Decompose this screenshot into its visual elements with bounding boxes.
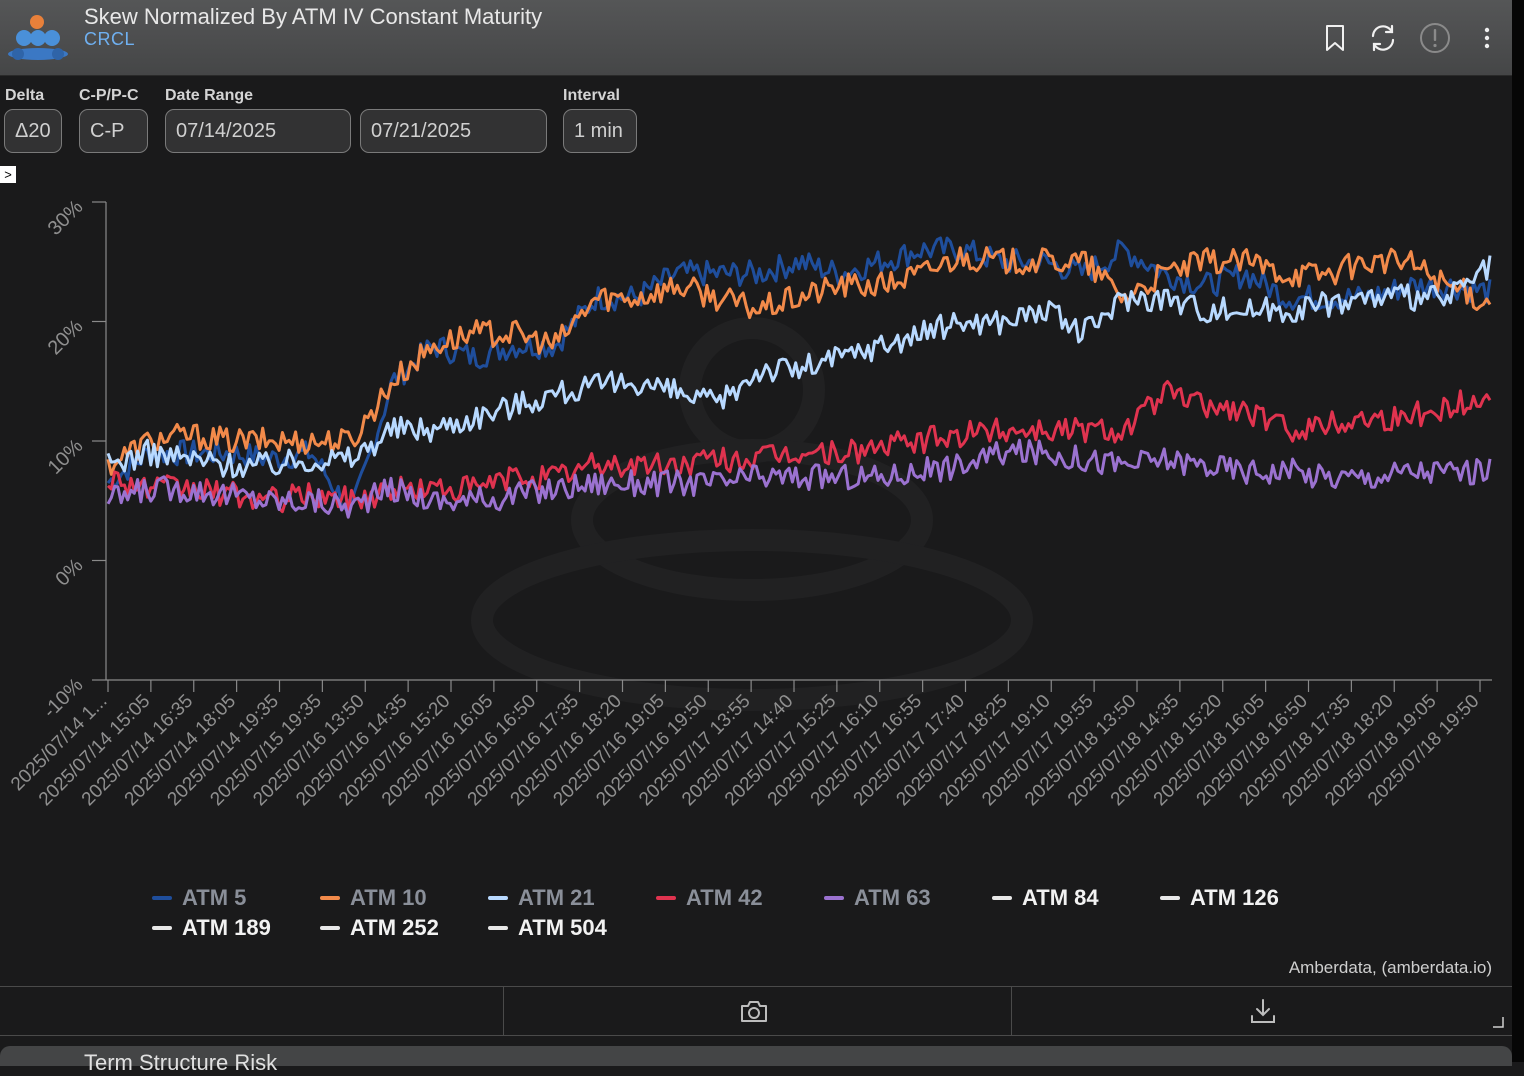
legend-label: ATM 252 — [350, 915, 439, 940]
cp-label: C-P/P-C — [79, 87, 139, 104]
legend-swatch — [824, 896, 844, 900]
refresh-icon[interactable] — [1366, 20, 1400, 56]
cp-select[interactable]: C-P — [79, 109, 148, 153]
legend-label: ATM 42 — [686, 885, 763, 910]
legend-item-atm-126[interactable]: ATM 126 — [1160, 885, 1279, 911]
bookmark-icon[interactable] — [1318, 20, 1352, 56]
series-line-atm-42 — [106, 380, 1492, 515]
legend-swatch — [320, 896, 340, 900]
delta-label: Delta — [5, 87, 45, 104]
delta-select[interactable]: Δ20 — [4, 109, 62, 153]
asset-subtitle: CRCL — [84, 29, 136, 49]
panel-footer — [0, 986, 1512, 1036]
y-tick-label: 30% — [44, 196, 88, 240]
legend-label: ATM 5 — [182, 885, 247, 910]
legend-label: ATM 63 — [854, 885, 931, 910]
download-icon[interactable] — [1245, 995, 1281, 1027]
data-credit: Amberdata, (amberdata.io) — [1288, 958, 1492, 977]
series-line-atm-63 — [106, 438, 1492, 519]
legend-item-atm-21[interactable]: ATM 21 — [488, 885, 595, 911]
camera-icon[interactable] — [736, 995, 772, 1027]
legend-item-atm-63[interactable]: ATM 63 — [824, 885, 931, 911]
legend-swatch — [320, 926, 340, 930]
window-edge — [1512, 0, 1524, 1062]
legend-label: ATM 84 — [1022, 885, 1099, 910]
interval-select[interactable]: 1 min — [563, 109, 637, 153]
next-panel-title: Term Structure Risk — [84, 1050, 278, 1075]
expand-panel-toggle[interactable]: > — [0, 166, 16, 183]
legend-item-atm-189[interactable]: ATM 189 — [152, 915, 271, 941]
legend-label: ATM 126 — [1190, 885, 1279, 910]
series-line-atm-21 — [106, 255, 1492, 479]
y-tick-label: 20% — [44, 315, 88, 359]
series-line-atm-5 — [106, 236, 1492, 510]
y-tick-label: 0% — [52, 554, 88, 590]
amberdata-logo-icon — [8, 15, 68, 60]
legend-label: ATM 21 — [518, 885, 595, 910]
legend-swatch — [152, 926, 172, 930]
legend-item-atm-84[interactable]: ATM 84 — [992, 885, 1099, 911]
legend-label: ATM 189 — [182, 915, 271, 940]
legend-swatch — [488, 896, 508, 900]
chart-axes: 30%20%10%0%-10%2025/07/14 1...2025/07/14… — [7, 196, 1492, 810]
legend-swatch — [1160, 896, 1180, 900]
skew-line-chart: 30%20%10%0%-10%2025/07/14 1...2025/07/14… — [7, 196, 1492, 810]
start-date-input[interactable]: 07/14/2025 — [165, 109, 351, 153]
legend-item-atm-504[interactable]: ATM 504 — [488, 915, 607, 941]
legend-item-atm-42[interactable]: ATM 42 — [656, 885, 763, 911]
footer-divider — [1011, 987, 1012, 1035]
legend-swatch — [488, 926, 508, 930]
alert-icon[interactable] — [1418, 20, 1452, 56]
interval-label: Interval — [563, 87, 620, 104]
footer-divider — [503, 987, 504, 1035]
watermark-logo — [471, 317, 1033, 711]
chart-series — [106, 236, 1492, 519]
panel-header: Skew Normalized By ATM IV Constant Matur… — [0, 0, 1512, 76]
legend-swatch — [992, 896, 1012, 900]
more-icon[interactable] — [1470, 20, 1504, 56]
y-tick-label: 10% — [44, 435, 88, 479]
resize-handle-icon[interactable] — [1492, 1016, 1504, 1028]
legend-label: ATM 504 — [518, 915, 607, 940]
legend-item-atm-5[interactable]: ATM 5 — [152, 885, 246, 911]
legend-swatch — [152, 896, 172, 900]
legend-item-atm-252[interactable]: ATM 252 — [320, 915, 439, 941]
legend-swatch — [656, 896, 676, 900]
end-date-input[interactable]: 07/21/2025 — [360, 109, 547, 153]
next-panel-header — [0, 1046, 1512, 1066]
chart-title: Skew Normalized By ATM IV Constant Matur… — [84, 4, 543, 29]
legend-label: ATM 10 — [350, 885, 427, 910]
legend-item-atm-10[interactable]: ATM 10 — [320, 885, 427, 911]
date-range-label: Date Range — [165, 87, 254, 104]
series-line-atm-10 — [106, 246, 1492, 476]
